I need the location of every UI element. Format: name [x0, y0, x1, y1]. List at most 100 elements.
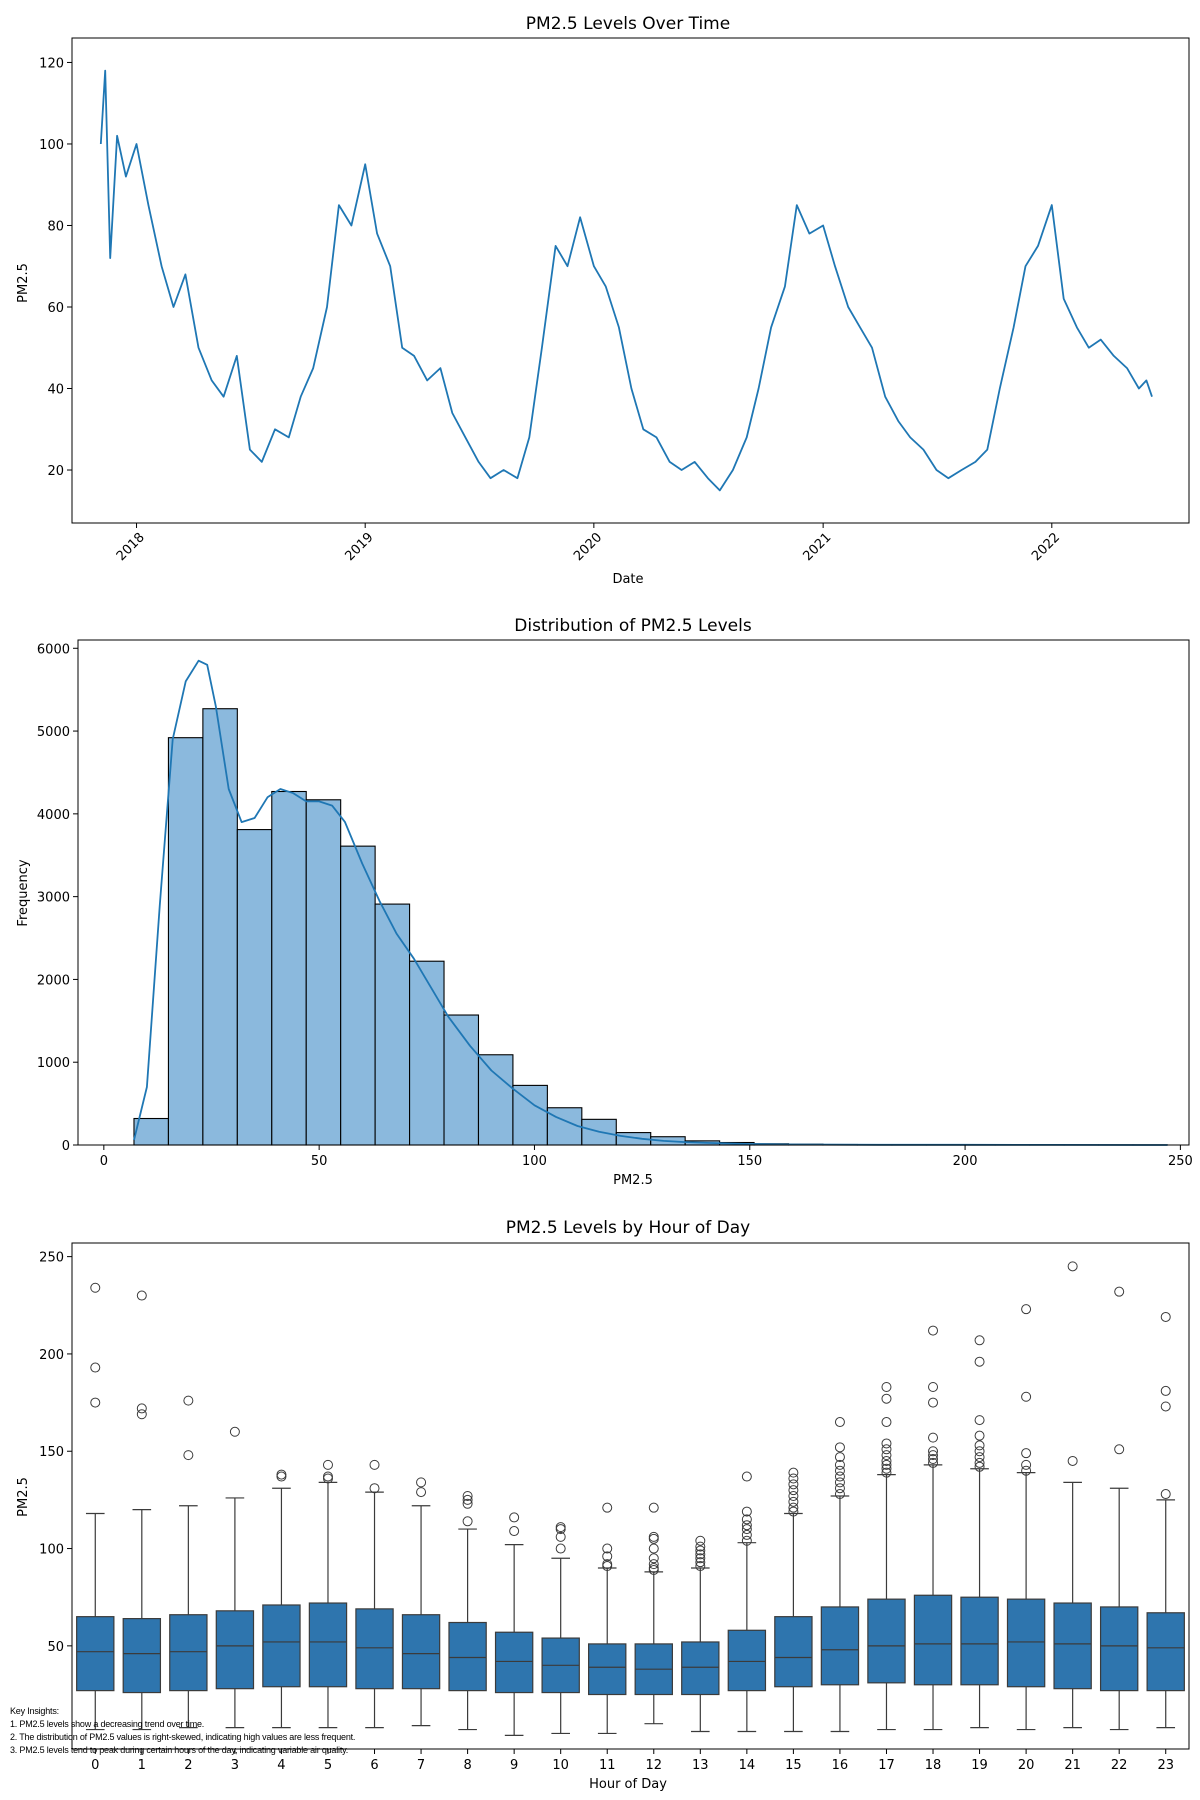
y-tick-label: 2000 — [37, 973, 70, 988]
box-outlier — [834, 1465, 845, 1476]
key-insight-line: 2. The distribution of PM2.5 values is r… — [10, 1732, 356, 1742]
y-tick-label: 150 — [39, 1445, 64, 1460]
x-tick-label: 2018 — [114, 530, 148, 564]
box-outlier — [974, 1415, 985, 1426]
box-iqr — [727, 1629, 767, 1692]
y-tick-label: 60 — [47, 301, 64, 316]
box-outlier — [788, 1502, 799, 1513]
pm25-time-series-line — [99, 69, 1153, 492]
box-outlier — [881, 1444, 892, 1455]
x-tick-label: 11 — [599, 1758, 616, 1773]
box-outlier — [1021, 1304, 1032, 1315]
histogram-bar — [202, 708, 238, 1146]
box-outlier — [1160, 1385, 1171, 1396]
x-tick-label: 0 — [100, 1154, 108, 1169]
box-outlier — [1021, 1459, 1032, 1470]
box-outlier — [183, 1395, 194, 1406]
box-outlier — [974, 1440, 985, 1451]
key-insights-heading: Key Insights: — [10, 1706, 59, 1716]
box-outlier — [928, 1454, 939, 1465]
line-chart-title: PM2.5 Levels Over Time — [526, 14, 730, 34]
box-outlier — [136, 1290, 147, 1301]
box-outlier — [881, 1438, 892, 1449]
box-outlier — [183, 1450, 194, 1461]
box-iqr — [262, 1604, 301, 1688]
x-tick-label: 2020 — [571, 530, 605, 564]
box-outlier — [834, 1483, 845, 1494]
line-chart-panel: PM2.5 Levels Over Time PM2.5 Date 20 40 60… — [16, 14, 1190, 587]
y-tick-label: 4000 — [37, 808, 70, 823]
box-iqr — [448, 1621, 487, 1692]
box-iqr — [122, 1618, 162, 1694]
box-outlier — [788, 1506, 799, 1517]
box-outlier — [1114, 1286, 1125, 1297]
line-chart-xlabel: Date — [612, 572, 643, 587]
histogram-bar — [443, 1014, 480, 1146]
box-outlier — [788, 1467, 799, 1478]
box-outlier — [322, 1473, 333, 1484]
box-outlier — [881, 1467, 892, 1478]
x-tick-label: 2019 — [342, 530, 376, 564]
y-tick-label: 200 — [39, 1348, 64, 1363]
box-iqr — [355, 1608, 394, 1690]
box-outlier — [881, 1459, 892, 1470]
box-outlier — [90, 1397, 101, 1408]
key-insight-line: 1. PM2.5 levels show a decreasing trend … — [10, 1719, 205, 1729]
box-outlier — [1067, 1261, 1078, 1272]
box-outlier — [881, 1450, 892, 1461]
x-tick-label: 16 — [832, 1758, 849, 1773]
box-outlier — [462, 1494, 473, 1505]
boxplot-xlabel: Hour of Day — [589, 1777, 667, 1792]
histogram-bar — [167, 737, 204, 1146]
y-tick-label: 1000 — [37, 1056, 70, 1071]
box-outlier — [276, 1471, 287, 1482]
box-outlier — [928, 1397, 939, 1408]
y-tick-label: 250 — [39, 1251, 64, 1266]
histogram-bar — [477, 1054, 514, 1146]
histogram-bar — [340, 845, 376, 1146]
box-outlier — [788, 1485, 799, 1496]
x-tick-label: 5 — [324, 1758, 332, 1773]
box-iqr — [308, 1602, 348, 1688]
box-outlier — [741, 1514, 752, 1525]
box-outlier — [881, 1463, 892, 1474]
box-iqr — [820, 1606, 860, 1686]
box-outlier — [90, 1362, 101, 1373]
boxplot-title: PM2.5 Levels by Hour of Day — [506, 1218, 750, 1238]
box-outlier — [648, 1559, 659, 1570]
box-outlier — [788, 1491, 799, 1501]
x-tick-label: 13 — [692, 1758, 709, 1773]
box-outlier — [741, 1471, 752, 1482]
x-tick-label: 14 — [739, 1758, 756, 1773]
x-tick-label: 2022 — [1029, 530, 1063, 564]
box-outlier — [974, 1430, 985, 1441]
box-outlier — [276, 1469, 287, 1480]
box-outlier — [741, 1520, 752, 1531]
box-outlier — [1160, 1311, 1171, 1322]
box-iqr — [867, 1598, 906, 1684]
histogram-ylabel: Frequency — [16, 859, 31, 926]
box-iqr — [215, 1610, 255, 1690]
box-iqr — [169, 1614, 208, 1692]
histogram-bar — [271, 790, 307, 1146]
box-outlier — [1067, 1455, 1078, 1466]
box-outlier — [695, 1535, 706, 1546]
box-iqr — [588, 1643, 627, 1696]
x-tick-label: 250 — [1168, 1154, 1193, 1169]
y-tick-label: 100 — [39, 1543, 64, 1558]
box-outlier — [928, 1446, 939, 1457]
box-outlier — [648, 1563, 659, 1574]
box-outlier — [648, 1531, 659, 1542]
box-outlier — [834, 1417, 845, 1428]
box-outlier — [1114, 1444, 1125, 1455]
boxplot-panel: PM2.5 Levels by Hour of Day PM2.5 Hour o… — [16, 1218, 1190, 1792]
x-tick-label: 21 — [1064, 1758, 1081, 1773]
box-outlier — [648, 1502, 659, 1513]
box-iqr — [774, 1616, 813, 1688]
box-iqr — [681, 1641, 720, 1696]
box-outlier — [462, 1491, 473, 1501]
box-outlier — [788, 1473, 799, 1484]
box-outlier — [648, 1553, 659, 1564]
x-tick-label: 7 — [417, 1758, 425, 1773]
box-iqr — [1099, 1606, 1139, 1692]
